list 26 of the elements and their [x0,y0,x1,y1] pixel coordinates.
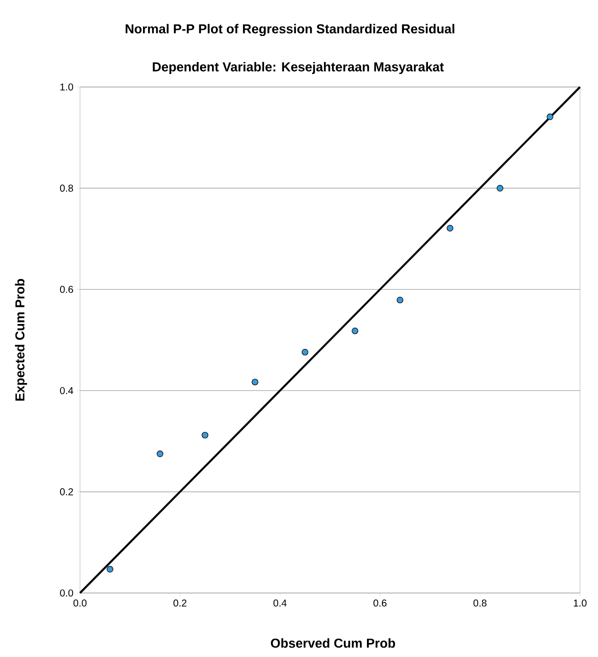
point [106,566,114,573]
point [252,378,258,386]
x-tick-label: 0.0 [73,600,87,607]
y-tick-label: 0.2 [60,488,73,496]
point [396,296,404,304]
point [546,114,554,120]
point [496,184,504,192]
y-axis-title: Expected Cum Prob [14,279,28,401]
y-tick-label: 0.6 [60,286,74,293]
x-tick-label: 0.2 [173,600,186,607]
point [352,328,358,334]
x-tick-label: 0.4 [273,600,287,607]
point [202,432,208,438]
x-tick-label: 0.6 [373,600,386,607]
x-tick-label: 1.0 [574,600,587,607]
point [446,224,454,232]
chart-title: Normal P-P Plot of Regression Standardized Residual [126,24,454,36]
chart-subtitle: Dependent Variable: Kesejahteraan Masyarakat [152,62,444,74]
x-axis-title: Observed Cum Prob [270,638,396,648]
point [302,348,308,356]
point [156,450,164,458]
x-tick-label: 0.8 [473,600,486,607]
y-tick-label: 0.4 [60,387,74,394]
y-tick-label: 1.0 [60,83,74,91]
y-tick-label: 0.0 [60,589,74,597]
y-tick-label: 0.8 [60,184,74,192]
